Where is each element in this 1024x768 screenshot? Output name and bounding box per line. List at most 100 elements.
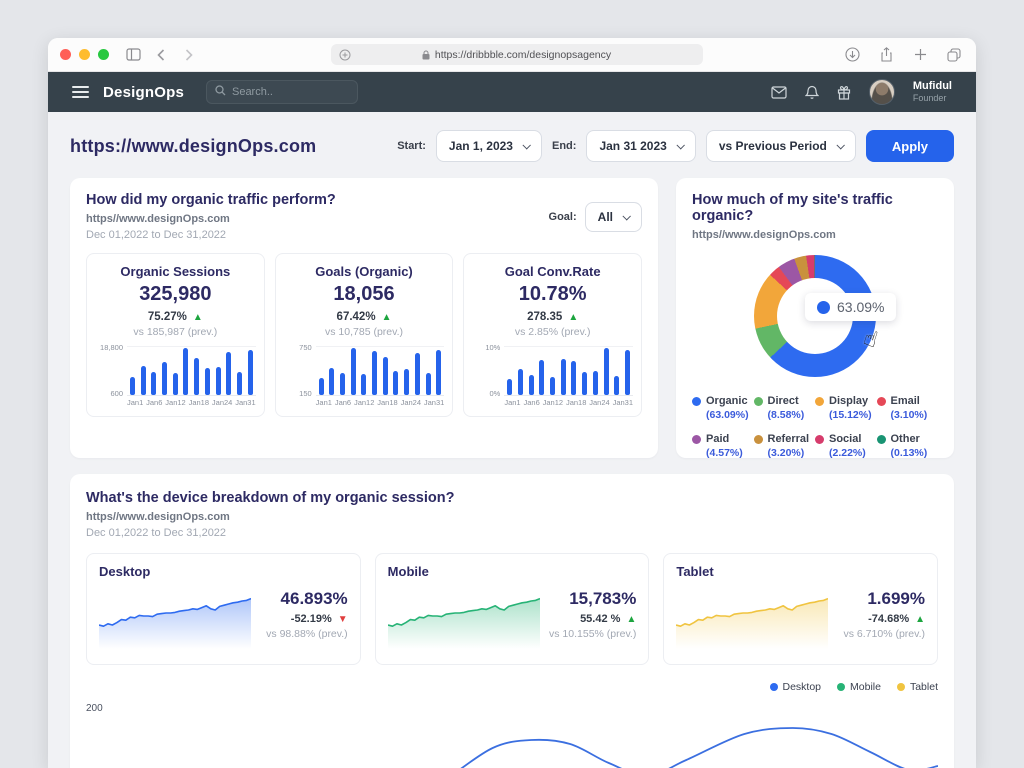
device-card-item: Tablet 1.699% -74.68%▲ vs 6.710% (prev.)	[663, 553, 938, 665]
sidebar-toggle-icon[interactable]	[123, 45, 143, 65]
device-previous: vs 6.710% (prev.)	[828, 628, 925, 640]
device-change: -74.68%▲	[828, 613, 925, 625]
legend-item[interactable]: Organic(63.09%)	[692, 395, 754, 421]
legend-dot	[837, 683, 845, 691]
bar	[173, 373, 178, 395]
bar	[205, 368, 210, 395]
notifications-bell-icon[interactable]	[805, 85, 819, 100]
device-value: 1.699%	[828, 589, 925, 609]
device-name: Tablet	[676, 564, 925, 579]
legend-percentage: (2.22%)	[815, 447, 877, 459]
bar	[426, 373, 431, 395]
legend-percentage: (3.20%)	[754, 447, 816, 459]
bar	[151, 372, 156, 395]
legend-item[interactable]: Display(15.12%)	[815, 395, 877, 421]
tooltip-value: 63.09%	[837, 299, 884, 315]
legend-dot	[815, 435, 824, 444]
menu-icon[interactable]	[72, 86, 89, 98]
x-tick-label: Jan1	[504, 398, 520, 407]
browser-chrome: https://dribbble.com/designopsagency	[48, 38, 976, 72]
bar	[507, 379, 512, 395]
bar	[162, 362, 167, 395]
legend-item[interactable]: Direct(8.58%)	[754, 395, 816, 421]
device-body: 15,783%55.42 %▲vs 10.155% (prev.)	[388, 583, 637, 649]
end-date-select[interactable]: Jan 31 2023	[586, 130, 695, 162]
bar	[351, 348, 356, 395]
legend-dot	[815, 397, 824, 406]
legend-label: Organic	[706, 395, 748, 407]
legend-percentage: (3.10%)	[877, 409, 939, 421]
device-change: 55.42 %▲	[540, 613, 637, 625]
tab-overview-icon[interactable]	[944, 45, 964, 65]
apply-button[interactable]: Apply	[866, 130, 954, 162]
trend-chart-area: 200	[86, 703, 938, 768]
compare-period-select[interactable]: vs Previous Period	[706, 130, 856, 162]
mail-icon[interactable]	[771, 86, 787, 99]
legend-label: Mobile	[850, 681, 881, 693]
new-tab-icon[interactable]	[910, 45, 930, 65]
card-subtitle: https//www.designOps.com	[86, 511, 938, 523]
legend-item[interactable]: Other(0.13%)	[877, 433, 939, 459]
legend-item[interactable]: Email(3.10%)	[877, 395, 939, 421]
legend-percentage: (15.12%)	[815, 409, 877, 421]
x-tick-label: Jan12	[165, 398, 185, 407]
goal-select[interactable]: All	[585, 202, 642, 232]
device-sparkline-chart	[676, 583, 828, 649]
y-axis-max-label: 750	[284, 343, 312, 352]
user-avatar[interactable]	[869, 79, 895, 105]
end-date-label: End:	[552, 140, 576, 152]
legend-label: Referral	[768, 433, 810, 445]
trend-legend-item[interactable]: Desktop	[770, 681, 822, 693]
metric-previous: vs 10,785 (prev.)	[284, 326, 445, 338]
device-stats: 1.699% -74.68%▲ vs 6.710% (prev.)	[828, 583, 925, 649]
card-subtitle: https//www.designOps.com	[692, 229, 938, 241]
bar	[329, 368, 334, 395]
address-bar[interactable]: https://dribbble.com/designopsagency	[331, 44, 703, 65]
x-tick-label: Jan18	[566, 398, 586, 407]
search-input[interactable]: Search..	[206, 80, 358, 104]
metric-value: 10.78%	[472, 283, 633, 306]
minimize-window-button[interactable]	[79, 49, 90, 60]
bar	[436, 350, 441, 395]
bars	[504, 346, 633, 396]
gift-icon[interactable]	[837, 85, 851, 100]
back-button[interactable]	[151, 45, 171, 65]
bar	[571, 361, 576, 395]
metric-card: Goal Conv.Rate10.78%278.35▲vs 2.85% (pre…	[463, 253, 642, 417]
device-cards: Desktop46.893%-52.19%▼vs 98.88% (prev.)M…	[86, 553, 938, 665]
legend-label: Direct	[768, 395, 799, 407]
donut-legend: Organic(63.09%)Direct(8.58%)Display(15.1…	[692, 395, 938, 459]
zoom-window-button[interactable]	[98, 49, 109, 60]
legend-item[interactable]: Paid(4.57%)	[692, 433, 754, 459]
metric-title: Goals (Organic)	[284, 264, 445, 279]
legend-label: Other	[891, 433, 920, 445]
downloads-icon[interactable]	[842, 45, 862, 65]
bar	[393, 371, 398, 395]
close-window-button[interactable]	[60, 49, 71, 60]
trend-down-icon: ▼	[338, 614, 348, 625]
legend-item[interactable]: Social(2.22%)	[815, 433, 877, 459]
chevron-down-icon	[676, 141, 684, 149]
card-title: What's the device breakdown of my organi…	[86, 490, 938, 506]
trend-legend-item[interactable]: Tablet	[897, 681, 938, 693]
forward-button[interactable]	[179, 45, 199, 65]
bar	[593, 371, 598, 395]
legend-dot	[897, 683, 905, 691]
x-axis-labels: Jan1Jan6Jan12Jan18Jan24Jan31	[504, 398, 633, 407]
device-stats: 15,783%55.42 %▲vs 10.155% (prev.)	[540, 583, 637, 649]
x-tick-label: Jan18	[189, 398, 209, 407]
start-date-select[interactable]: Jan 1, 2023	[436, 130, 542, 162]
share-icon[interactable]	[876, 45, 896, 65]
device-sparkline-chart	[99, 583, 251, 649]
y-axis-max-label: 10%	[472, 343, 500, 352]
legend-item-top: Referral	[754, 433, 816, 445]
user-role: Founder	[913, 93, 952, 104]
x-tick-label: Jan6	[335, 398, 351, 407]
page-shield-icon	[339, 49, 351, 61]
trend-legend-item[interactable]: Mobile	[837, 681, 881, 693]
device-value: 15,783%	[540, 589, 637, 609]
bar	[340, 373, 345, 395]
bar	[319, 378, 324, 395]
legend-item-top: Paid	[692, 433, 754, 445]
legend-item[interactable]: Referral (3.20%)	[754, 433, 816, 459]
